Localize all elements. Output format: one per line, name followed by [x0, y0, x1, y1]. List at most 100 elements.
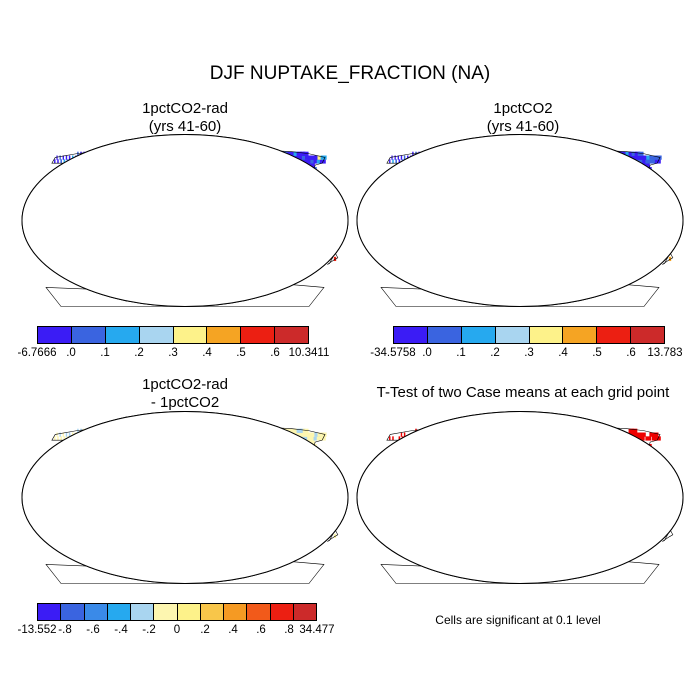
- grid-cell: [308, 432, 314, 437]
- panel-3-title-line-1: 1pctCO2-rad: [142, 376, 228, 393]
- grid-cell: [295, 155, 302, 160]
- panel-3-title: 1pctCO2-rad - 1pctCO2: [20, 376, 350, 412]
- map-frame: [21, 411, 349, 584]
- grid-cell: [296, 151, 303, 156]
- grid-cell: [60, 436, 62, 441]
- grid-cell: [630, 432, 637, 437]
- grid-cell: [636, 155, 643, 160]
- grid-cell: [63, 159, 66, 164]
- colorbar-tick-label: .4: [228, 624, 238, 636]
- map-frame: [21, 134, 349, 307]
- grid-cell: [299, 151, 306, 156]
- grid-cell: [320, 432, 327, 437]
- grid-cell: [651, 159, 658, 164]
- grid-cell: [295, 432, 302, 437]
- colorbar-tick-label: .6: [256, 624, 266, 636]
- map-panel-4: [356, 411, 684, 584]
- colorbar-swatch: [177, 604, 201, 620]
- grid-cell: [298, 155, 305, 160]
- grid-cell: [645, 159, 652, 164]
- colorbar-tick-label: -.8: [58, 624, 72, 636]
- grid-cell: [60, 159, 62, 164]
- grid-cell: [62, 432, 64, 437]
- grid-cell: [400, 432, 403, 437]
- colorbar-panel-1-labels: -6.7666 .0 .1 .2 .3 .4 .5 .6 10.3411: [17, 347, 329, 361]
- grid-cell: [59, 432, 61, 437]
- colorbar-swatch: [131, 604, 155, 620]
- colorbar-swatch: [139, 327, 174, 343]
- grid-cell: [652, 432, 659, 437]
- colorbar-tick-label: .5: [236, 347, 246, 359]
- grid-cell: [307, 436, 313, 441]
- colorbar-tick-label: 0: [173, 624, 181, 636]
- grid-cell: [645, 436, 652, 441]
- colorbar-panel-2: [393, 326, 665, 344]
- grid-cell: [317, 155, 324, 160]
- panel-2-title: 1pctCO2 (yrs 41-60): [358, 100, 688, 136]
- colorbar-swatch: [173, 327, 208, 343]
- grid-cell: [316, 159, 323, 164]
- grid-cell: [77, 151, 79, 156]
- panel-3-title-line-2: - 1pctCO2: [150, 394, 220, 411]
- grid-cell: [77, 428, 79, 433]
- grid-cell: [293, 151, 300, 156]
- panel-2-title-line-2: (yrs 41-60): [486, 118, 560, 135]
- grid-cell: [63, 436, 66, 441]
- panel-4-title-line-1: T-Test of two Case means at each grid po…: [376, 384, 670, 401]
- coastline: [662, 529, 674, 542]
- colorbar-tick-label: .6: [626, 347, 636, 359]
- grid-cell: [307, 159, 313, 164]
- figure-title: DJF NUPTAKE_FRACTION (NA): [209, 63, 491, 84]
- colorbar-tick-label: .6: [270, 347, 280, 359]
- grid-cell: [301, 432, 308, 437]
- grid-cell: [389, 159, 391, 164]
- grid-cell: [316, 436, 323, 441]
- grid-cell: [65, 155, 68, 160]
- grid-cell: [631, 428, 638, 433]
- grid-cell: [296, 428, 303, 433]
- grid-cell: [310, 159, 317, 164]
- panel-1-title-line-2: (yrs 41-60): [148, 118, 222, 135]
- colorbar-tick-label: 13.783: [647, 347, 683, 359]
- colorbar-panel-1: [37, 326, 309, 344]
- grid-cell: [651, 436, 658, 441]
- grid-cell: [403, 432, 406, 437]
- grid-cell: [333, 533, 337, 539]
- grid-cell: [646, 155, 653, 160]
- colorbar-tick-label: .1: [456, 347, 466, 359]
- grid-cell: [317, 432, 324, 437]
- grid-cell: [313, 436, 320, 441]
- grid-cell: [299, 428, 306, 433]
- grid-cell: [304, 159, 310, 164]
- grid-cell: [633, 432, 640, 437]
- grid-cell: [298, 432, 305, 437]
- colorbar-panel-2-labels: -34.5758 .0 .1 .2 .3 .4 .5 .6 13.783: [370, 347, 682, 361]
- grid-cell: [639, 159, 645, 164]
- colorbar-tick-label: -.4: [114, 624, 128, 636]
- colorbar-tick-label: -6.7666: [17, 347, 57, 359]
- colorbar-swatch: [495, 327, 530, 343]
- colorbar-swatch: [154, 604, 178, 620]
- grid-cell: [392, 159, 394, 164]
- colorbar-panel-3-labels: -13.552 -.8 -.6 -.4 -.2 0 .2 .4 .6 .8 34.477: [17, 624, 334, 638]
- grid-cell: [655, 155, 662, 160]
- grid-cell: [395, 159, 397, 164]
- grid-cell: [320, 155, 327, 160]
- map-frame: [356, 134, 684, 307]
- colorbar-swatch: [563, 327, 598, 343]
- coastline: [327, 252, 339, 265]
- panel-1-title-line-1: 1pctCO2-rad: [142, 100, 228, 117]
- grid-cell: [391, 155, 393, 160]
- grid-cell: [311, 432, 318, 437]
- grid-cell: [301, 155, 308, 160]
- colorbar-tick-label: .8: [284, 624, 294, 636]
- grid-cell: [56, 432, 58, 437]
- grid-cell: [642, 159, 648, 164]
- colorbar-tick-label: .3: [524, 347, 534, 359]
- grid-cell: [57, 159, 59, 164]
- panel-2-title-line-1: 1pctCO2: [493, 100, 553, 117]
- grid-cell: [287, 151, 293, 156]
- colorbar-swatch: [107, 604, 131, 620]
- colorbar-tick-label: .2: [134, 347, 144, 359]
- grid-cell: [652, 155, 659, 160]
